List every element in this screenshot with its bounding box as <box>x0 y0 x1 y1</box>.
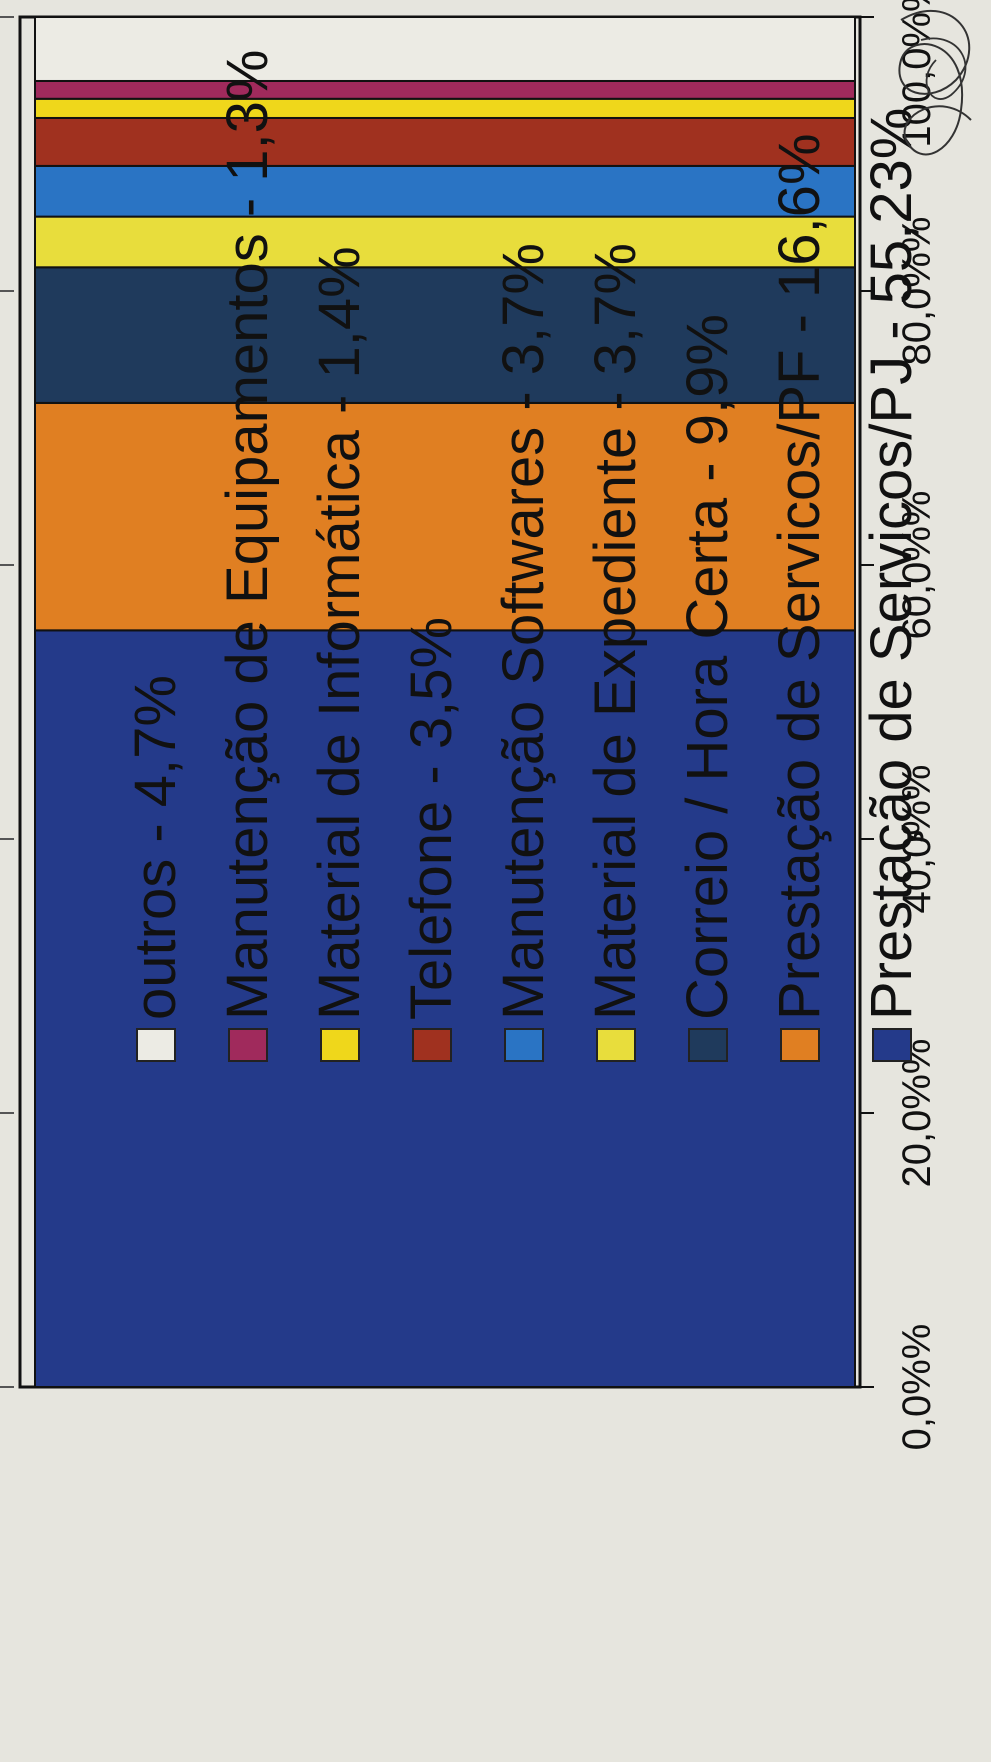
legend-label: Manutenção de Equipamentos - 1,3% <box>215 49 280 1020</box>
legend-label: Manutenção Softwares - 3,7% <box>491 243 556 1020</box>
legend-label: Prestação de Servicos/PJ - 55,23% <box>859 107 924 1020</box>
legend-item-3: Telefone - 3,5% <box>386 22 478 1062</box>
legend-label: Prestação de Servicos/PF - 16,6% <box>767 133 832 1020</box>
legend-swatch <box>136 1028 176 1062</box>
legend-item-1: Manutenção de Equipamentos - 1,3% <box>202 22 294 1062</box>
legend-swatch <box>320 1028 360 1062</box>
legend-item-5: Material de Expediente - 3,7% <box>570 22 662 1062</box>
legend-swatch <box>596 1028 636 1062</box>
tick-label-1: 20,0%% <box>895 1039 939 1188</box>
legend-item-2: Material de Informática - 1,4% <box>294 22 386 1062</box>
tick-label-5: 100,0%% <box>895 0 939 148</box>
chart-legend: outros - 4,7% Manutenção de Equipamentos … <box>110 22 938 1062</box>
legend-item-0: outros - 4,7% <box>110 22 202 1062</box>
bar-segment-8 <box>34 16 856 82</box>
legend-label: Material de Expediente - 3,7% <box>583 243 648 1020</box>
legend-swatch <box>504 1028 544 1062</box>
legend-label: Telefone - 3,5% <box>399 616 464 1020</box>
legend-label: Correio / Hora Certa - 9,9% <box>675 314 740 1020</box>
tick-label-4: 80,0%% <box>895 217 939 366</box>
legend-swatch <box>780 1028 820 1062</box>
legend-item-4: Manutenção Softwares - 3,7% <box>478 22 570 1062</box>
tick-label-0: 0,0%% <box>895 1324 939 1451</box>
legend-swatch <box>228 1028 268 1062</box>
handwritten-signature <box>898 9 972 156</box>
legend-label: outros - 4,7% <box>123 675 188 1020</box>
legend-item-7: Prestação de Servicos/PF - 16,6% <box>754 22 846 1062</box>
legend-label: Material de Informática - 1,4% <box>307 246 372 1020</box>
tick-label-2: 40,0%% <box>895 765 939 914</box>
legend-swatch <box>872 1028 912 1062</box>
legend-swatch <box>688 1028 728 1062</box>
tick-label-3: 60,0%% <box>895 491 939 640</box>
legend-swatch <box>412 1028 452 1062</box>
legend-item-6: Correio / Hora Certa - 9,9% <box>662 22 754 1062</box>
